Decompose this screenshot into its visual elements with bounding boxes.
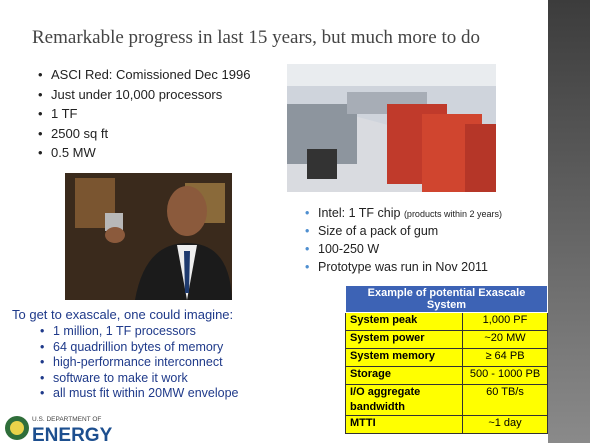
table-value: ≥ 64 PB xyxy=(462,348,548,367)
bullet: Size of a pack of gum xyxy=(305,224,502,242)
table-row: System power ~20 MW xyxy=(345,330,548,349)
bullet: all must fit within 20MW envelope xyxy=(40,386,239,402)
table-row: I/O aggregate bandwidth 60 TB/s xyxy=(345,384,548,416)
table-value: 500 - 1000 PB xyxy=(462,366,548,385)
table-row: Storage 500 - 1000 PB xyxy=(345,366,548,385)
table-key: MTTI xyxy=(345,415,463,434)
bullet: 1 TF xyxy=(38,106,250,126)
table-key: System peak xyxy=(345,312,463,331)
table-key: System memory xyxy=(345,348,463,367)
table-value: 1,000 PF xyxy=(462,312,548,331)
table-key: System power xyxy=(345,330,463,349)
bullet-text: Intel: 1 TF chip xyxy=(318,206,401,220)
bullet: software to make it work xyxy=(40,371,239,387)
bullet: high-performance interconnect xyxy=(40,355,239,371)
bullet: Prototype was run in Nov 2011 xyxy=(305,260,502,278)
table-title: Example of potential Exascale System xyxy=(345,285,548,313)
table-row: MTTI ~1 day xyxy=(345,415,548,434)
bullet-note: (products within 2 years) xyxy=(403,209,502,219)
logo-line2: ENERGY xyxy=(32,425,113,443)
bullet: 1 million, 1 TF processors xyxy=(40,324,239,340)
photo-presenter xyxy=(65,173,232,300)
exascale-intro: To get to exascale, one could imagine: xyxy=(12,307,234,322)
table-key: Storage xyxy=(345,366,463,385)
bullet: 64 quadrillion bytes of memory xyxy=(40,340,239,356)
bullet: 2500 sq ft xyxy=(38,126,250,146)
intel-bullets: Intel: 1 TF chip (products within 2 year… xyxy=(305,206,502,278)
table-row: System memory ≥ 64 PB xyxy=(345,348,548,367)
table-value: ~1 day xyxy=(462,415,548,434)
bullet: 0.5 MW xyxy=(38,145,250,165)
bullet: Just under 10,000 processors xyxy=(38,87,250,107)
logo-line1: U.S. DEPARTMENT OF xyxy=(32,416,101,423)
exascale-bullets: 1 million, 1 TF processors64 quadrillion… xyxy=(40,324,239,402)
table-key: I/O aggregate bandwidth xyxy=(345,384,463,416)
table-value: ~20 MW xyxy=(462,330,548,349)
slide-title: Remarkable progress in last 15 years, bu… xyxy=(32,27,480,48)
side-bar xyxy=(548,0,590,443)
table-row: System peak 1,000 PF xyxy=(345,312,548,331)
exascale-table: Example of potential Exascale System Sys… xyxy=(345,285,548,434)
bullet: Intel: 1 TF chip (products within 2 year… xyxy=(305,206,502,224)
asci-bullets: ASCI Red: Comissioned Dec 1996Just under… xyxy=(38,67,250,165)
bullet: ASCI Red: Comissioned Dec 1996 xyxy=(38,67,250,87)
bullet: 100-250 W xyxy=(305,242,502,260)
photo-machine-room xyxy=(287,64,496,192)
table-value: 60 TB/s xyxy=(462,384,548,416)
doe-logo: U.S. DEPARTMENT OF ENERGY xyxy=(5,416,113,443)
